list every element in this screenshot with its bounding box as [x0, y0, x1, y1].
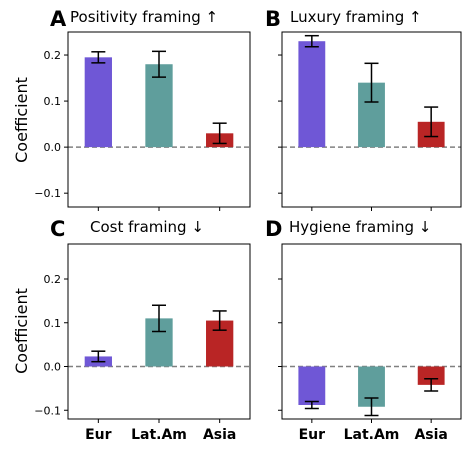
x-tick-label: Eur — [299, 427, 326, 443]
panel-d: Eur Lat.Am Asia D Hygiene framing ↓ — [265, 217, 462, 443]
y-axis-label: Coefficient — [12, 77, 31, 163]
panel-title: Hygiene framing ↓ — [289, 218, 431, 236]
y-tick-label: 0.0 — [44, 141, 62, 154]
panel-b: B Luxury framing ↑ — [265, 7, 462, 211]
y-tick-label: 0.2 — [44, 273, 62, 286]
x-tick-label: Asia — [414, 427, 447, 443]
y-tick-label: −0.1 — [34, 404, 61, 417]
panel-c: −0.1 0.0 0.1 0.2 Eur Lat.Am Asia C Cost framing … — [12, 217, 251, 443]
panel-letter: B — [265, 7, 281, 31]
panel-title: Luxury framing ↑ — [290, 8, 422, 26]
x-tick-label: Lat.Am — [344, 427, 400, 443]
bar-latam — [145, 64, 173, 148]
panel-title: Cost framing ↓ — [90, 218, 204, 236]
y-tick-label: 0.2 — [44, 49, 62, 62]
y-tick-label: −0.1 — [34, 187, 61, 200]
bar-eur — [298, 366, 326, 405]
x-tick-label: Eur — [85, 427, 112, 443]
y-tick-label: 0.1 — [44, 317, 62, 330]
bar-eur — [298, 41, 326, 148]
x-tick-label: Asia — [203, 427, 236, 443]
bar-asia — [417, 366, 445, 385]
y-axis-label: Coefficient — [12, 288, 31, 374]
bar-eur — [84, 57, 112, 148]
panel-letter: A — [50, 7, 67, 31]
panel-title: Positivity framing ↑ — [70, 8, 218, 26]
panel-letter: C — [50, 217, 65, 241]
panel-letter: D — [265, 217, 282, 241]
x-tick-label: Lat.Am — [131, 427, 187, 443]
y-tick-label: 0.0 — [44, 361, 62, 374]
y-tick-label: 0.1 — [44, 95, 62, 108]
panel-a: −0.1 0.0 0.1 0.2 A Positivity framing ↑ Coeffi… — [12, 7, 251, 211]
